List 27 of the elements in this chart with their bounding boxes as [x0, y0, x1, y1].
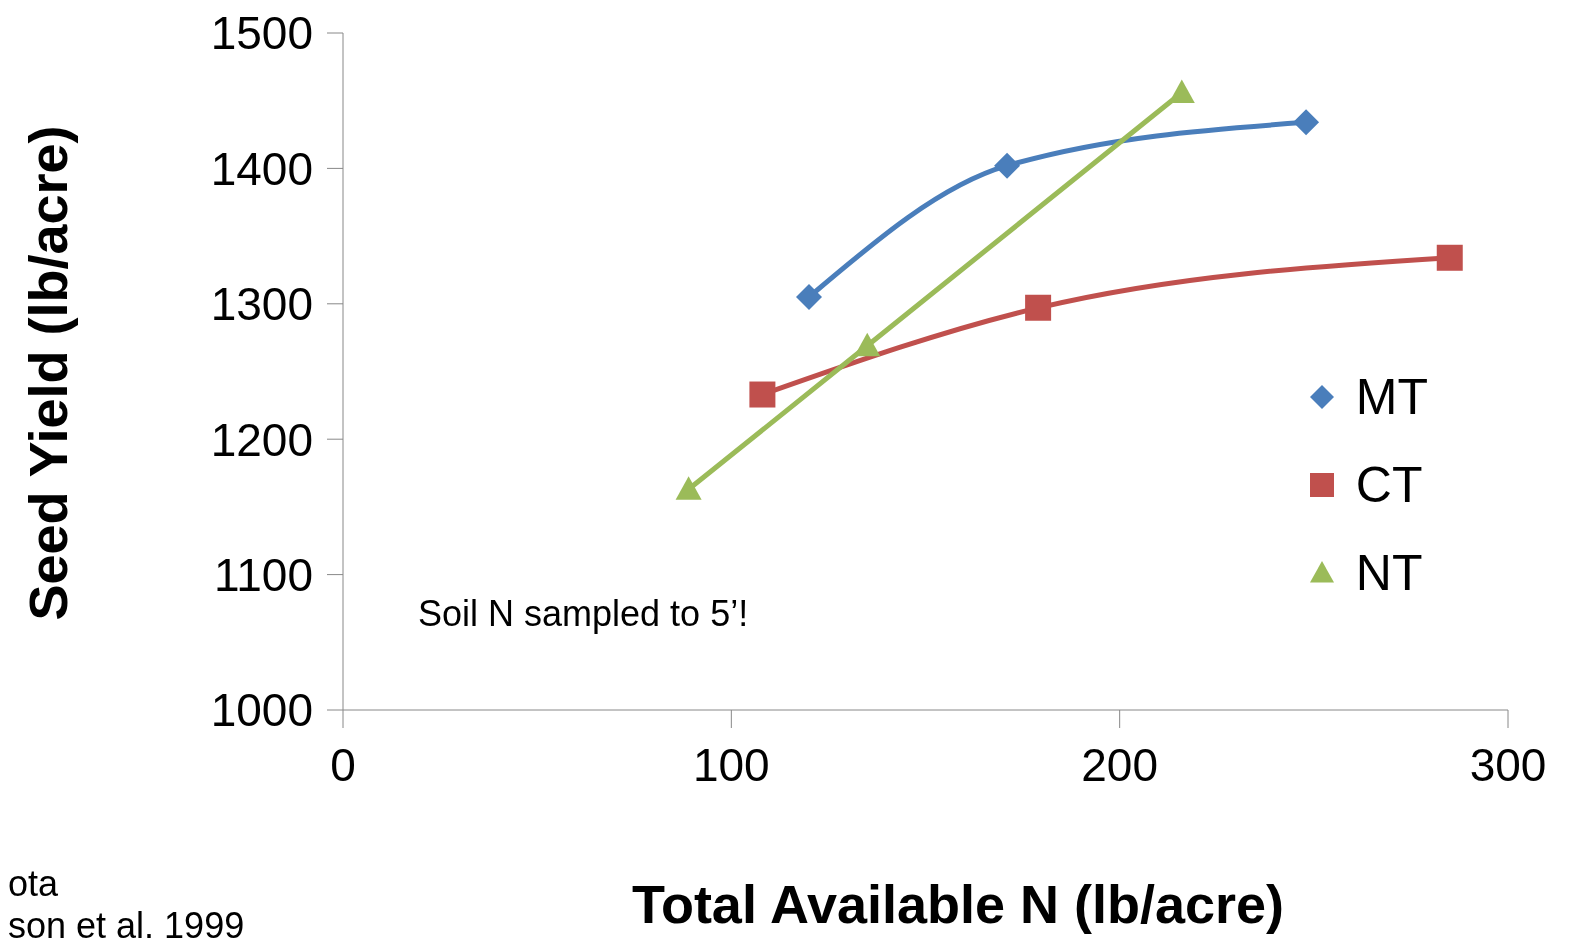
point	[675, 476, 702, 500]
x-tick-label: 200	[1081, 738, 1159, 791]
point	[1025, 294, 1052, 321]
y-tick-label: 1500	[210, 7, 313, 60]
point	[796, 284, 822, 311]
text: son et al. 1999	[8, 905, 245, 946]
annotation: Soil N sampled to 5’!	[418, 593, 749, 635]
y-tick-label: 1200	[210, 413, 313, 466]
x-axis-title: Total Available N (lb/acre)	[631, 873, 1285, 935]
legend-label: MT	[1355, 368, 1428, 426]
y-axis-title: Seed Yield (lb/acre)	[17, 125, 79, 621]
point	[994, 152, 1021, 179]
point	[749, 381, 776, 408]
y-tick-label: 1000	[210, 684, 313, 737]
text: ota	[8, 863, 59, 905]
y-tick-label: 1400	[210, 142, 313, 195]
y-tick-label: 1300	[210, 278, 313, 331]
point	[1436, 244, 1463, 271]
x-tick-label: 0	[330, 738, 356, 791]
x-tick-label: 100	[692, 738, 770, 791]
point	[854, 332, 881, 357]
y-tick-label: 1100	[214, 548, 313, 601]
point	[1293, 109, 1320, 136]
x-tick-label: 300	[1469, 738, 1547, 791]
legend-label: NT	[1355, 544, 1423, 602]
legend-label: CT	[1355, 456, 1423, 514]
point	[1168, 79, 1195, 103]
